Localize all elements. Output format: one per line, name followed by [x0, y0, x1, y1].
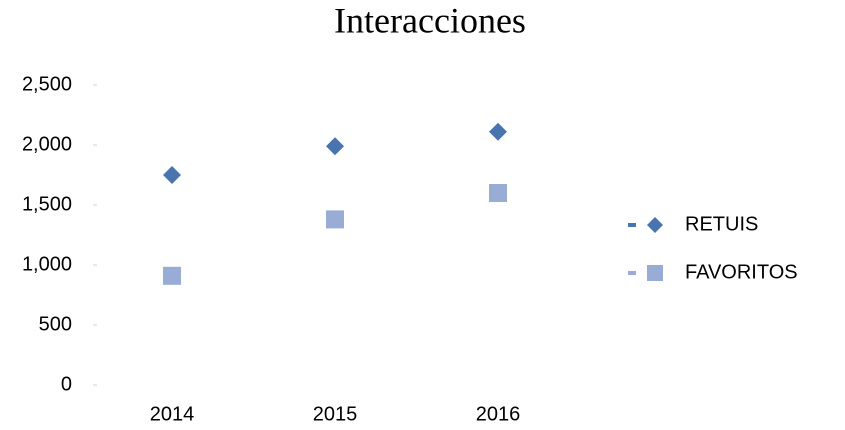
y-tick-label: 1,500	[22, 193, 72, 215]
legend-label: RETUIS	[685, 213, 758, 235]
data-point	[163, 266, 181, 285]
data-point	[489, 122, 507, 141]
y-tick-label: 2,000	[22, 133, 72, 155]
legend-marker	[647, 217, 663, 233]
y-tick-label: 500	[39, 313, 72, 335]
x-tick-label: 2015	[313, 403, 358, 425]
x-tick-label: 2014	[150, 403, 195, 425]
data-point	[489, 184, 507, 202]
y-tick-label: 1,000	[22, 253, 72, 275]
chart-title: Interacciones	[334, 0, 526, 40]
y-tick-label: 2,500	[22, 73, 72, 95]
legend-label: FAVORITOS	[685, 261, 798, 283]
data-point	[326, 210, 344, 229]
legend-marker	[647, 265, 663, 281]
x-tick-label: 2016	[476, 403, 521, 425]
data-point	[163, 166, 181, 184]
data-point	[326, 137, 344, 156]
y-tick-label: 0	[61, 373, 72, 395]
